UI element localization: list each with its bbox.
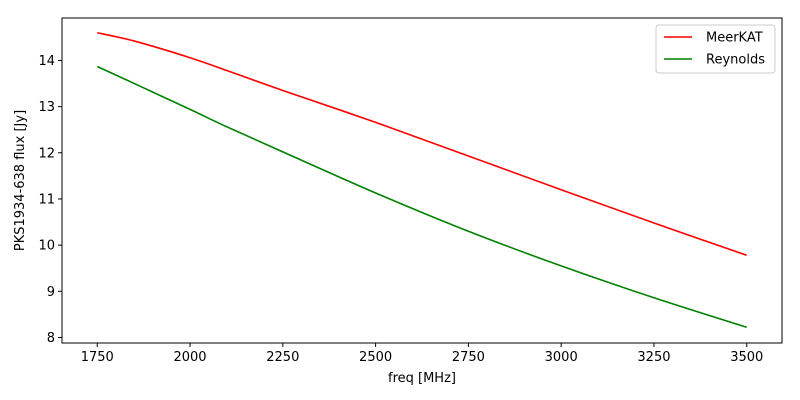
y-tick-label: 14 — [38, 54, 55, 69]
y-tick-label: 9 — [47, 285, 55, 300]
legend: MeerKAT Reynolds — [655, 24, 776, 74]
x-tick-label: 3500 — [730, 350, 763, 365]
series-line-reynolds — [96, 65, 747, 329]
x-tick-label: 2250 — [266, 350, 299, 365]
y-tick-label: 13 — [38, 100, 55, 115]
x-tick-label: 2750 — [452, 350, 485, 365]
axes-frame — [61, 17, 783, 344]
legend-label-reynolds: Reynolds — [706, 53, 765, 68]
plot-area — [96, 31, 748, 329]
legend-label-meerkat: MeerKAT — [706, 31, 763, 46]
series-line-meerkat — [97, 31, 748, 257]
y-tick-label: 8 — [47, 331, 55, 346]
y-tick-label: 12 — [38, 146, 55, 161]
x-tick-label: 1750 — [81, 350, 114, 365]
y-tick-label: 11 — [38, 192, 55, 207]
x-tick-label: 3250 — [637, 350, 670, 365]
x-tick-label: 2000 — [173, 350, 206, 365]
y-axis-label: PKS1934-638 flux [Jy] — [13, 110, 28, 251]
x-axis: 1750 2000 2250 2500 2750 3000 3250 3500 — [81, 343, 763, 365]
x-tick-label: 3000 — [545, 350, 578, 365]
x-tick-label: 2500 — [359, 350, 392, 365]
x-axis-label: freq [MHz] — [388, 371, 456, 386]
y-axis: 8 9 10 11 12 13 14 — [38, 54, 62, 346]
y-tick-label: 10 — [38, 239, 55, 254]
